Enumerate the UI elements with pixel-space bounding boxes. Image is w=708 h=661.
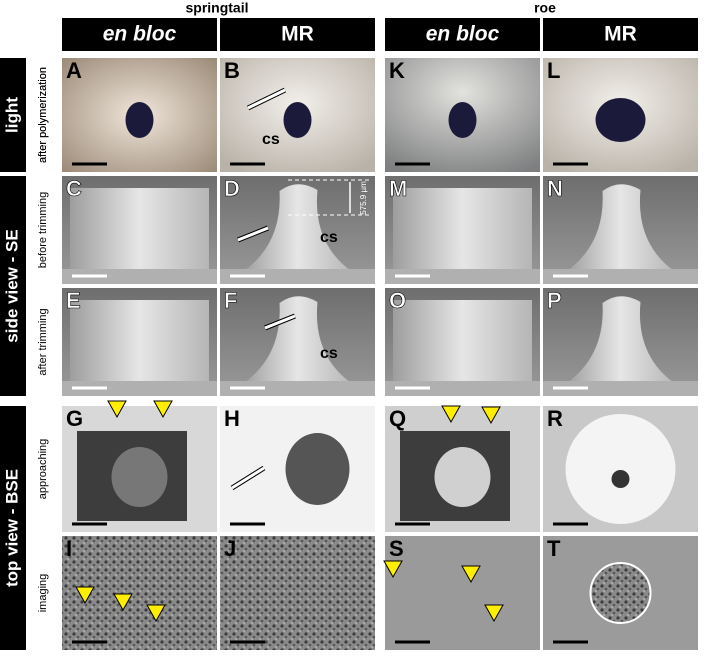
stub bbox=[62, 381, 217, 396]
arrow bbox=[264, 314, 296, 330]
panel-letter: M bbox=[389, 176, 407, 201]
panel-letter: K bbox=[389, 58, 405, 83]
arrowhead bbox=[481, 406, 501, 425]
tissue bbox=[434, 447, 491, 507]
panel-letter: Q bbox=[389, 406, 406, 431]
row-sublabel: before trimming bbox=[37, 192, 49, 268]
column-header: en bloc bbox=[103, 23, 177, 46]
annotation: 575.9 µm bbox=[359, 181, 368, 215]
section bbox=[565, 414, 676, 524]
annotation: cs bbox=[262, 131, 280, 148]
panel-image bbox=[385, 536, 540, 650]
panels bbox=[62, 58, 698, 650]
block bbox=[393, 188, 532, 269]
block bbox=[242, 296, 353, 384]
arrowhead bbox=[153, 400, 173, 419]
row-label: side view - SE bbox=[2, 229, 21, 342]
group-label: springtail bbox=[185, 0, 248, 16]
row-sublabel: after polymerization bbox=[37, 67, 49, 163]
column-header: MR bbox=[281, 23, 314, 46]
stub bbox=[220, 269, 375, 284]
column-header: MR bbox=[604, 23, 637, 46]
panel-letter: D bbox=[224, 176, 240, 201]
stub bbox=[220, 381, 375, 396]
panel-letter: F bbox=[224, 288, 237, 313]
column-header: en bloc bbox=[426, 23, 500, 46]
block bbox=[565, 184, 676, 272]
row-sublabel: approaching bbox=[37, 439, 49, 500]
annotation: cs bbox=[320, 345, 338, 362]
column-header-bar bbox=[385, 18, 540, 51]
group-label: roe bbox=[534, 0, 556, 16]
column-header-bar bbox=[543, 18, 698, 51]
arrow bbox=[247, 88, 286, 110]
block bbox=[565, 296, 676, 384]
arrowhead bbox=[75, 586, 95, 605]
panel-letter: G bbox=[66, 406, 83, 431]
stub bbox=[385, 381, 540, 396]
specimen bbox=[448, 102, 477, 138]
row-label-bar bbox=[0, 176, 26, 396]
specimen bbox=[125, 102, 154, 138]
block bbox=[393, 300, 532, 381]
panel-letter: B bbox=[224, 58, 240, 83]
row-label-bar bbox=[0, 406, 26, 650]
section bbox=[285, 433, 350, 505]
block bbox=[242, 184, 353, 272]
stub bbox=[62, 269, 217, 284]
row-sublabel: after trimming bbox=[37, 308, 49, 375]
arrow bbox=[231, 466, 265, 490]
annotation: cs bbox=[320, 229, 338, 246]
specimen bbox=[595, 98, 646, 142]
panel-letter: S bbox=[389, 536, 404, 561]
panel-letter: J bbox=[224, 536, 236, 561]
row-label-bar bbox=[0, 58, 26, 172]
column-header-bar bbox=[220, 18, 375, 51]
arrowhead bbox=[461, 565, 481, 584]
arrowhead bbox=[113, 593, 133, 612]
row-label: top view - BSE bbox=[2, 469, 21, 587]
panel-letter: A bbox=[66, 58, 82, 83]
panel-letter: P bbox=[547, 288, 562, 313]
arrowhead bbox=[441, 405, 461, 424]
panel-letter: R bbox=[547, 406, 563, 431]
arrowhead bbox=[107, 400, 127, 419]
panel-letter: N bbox=[547, 176, 563, 201]
inclusion bbox=[611, 470, 630, 488]
stub bbox=[385, 269, 540, 284]
panel-image bbox=[220, 536, 375, 650]
panel-letter: I bbox=[66, 536, 72, 561]
tissue bbox=[111, 447, 168, 507]
panel-letter: O bbox=[389, 288, 406, 313]
block bbox=[70, 188, 209, 269]
arrowhead bbox=[484, 604, 504, 623]
column-header-bar bbox=[62, 18, 217, 51]
row-label: light bbox=[2, 97, 21, 133]
arrowhead bbox=[383, 560, 403, 579]
stub bbox=[543, 381, 698, 396]
arrow bbox=[237, 226, 269, 242]
row-sublabel: after polymerization bbox=[37, 67, 49, 163]
section bbox=[589, 562, 652, 624]
arrowhead bbox=[146, 604, 166, 623]
panel-letter: E bbox=[66, 288, 81, 313]
panel-letter: C bbox=[66, 176, 82, 201]
block bbox=[70, 300, 209, 381]
specimen bbox=[283, 102, 312, 138]
panel-letter: H bbox=[224, 406, 240, 431]
row-sublabel: imaging bbox=[37, 574, 49, 613]
stub bbox=[543, 269, 698, 284]
panel-letter: T bbox=[547, 536, 561, 561]
panel-letter: L bbox=[547, 58, 560, 83]
